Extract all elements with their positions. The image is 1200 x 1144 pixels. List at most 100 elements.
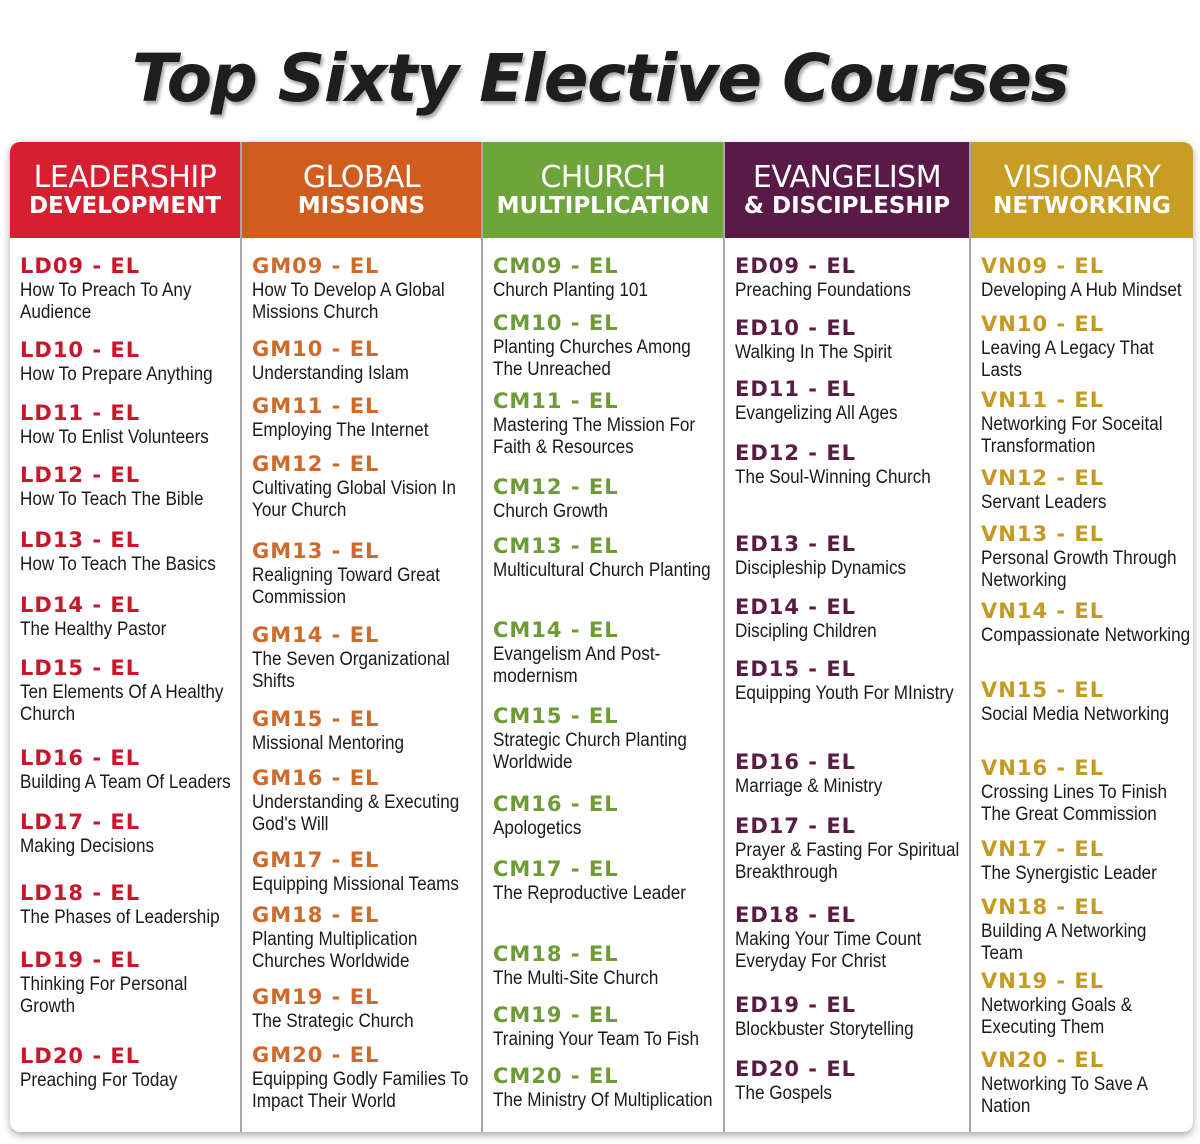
course-code: ED14 - EL	[735, 595, 857, 619]
course-code: GM15 - EL	[252, 707, 380, 731]
course-code: ED19 - EL	[735, 993, 857, 1017]
course-name: Walking In The Spirit	[735, 342, 892, 363]
course-name: Church Planting 101	[493, 280, 648, 301]
course-item: LD15 - EL Ten Elements Of A Healthy Churc…	[10, 656, 240, 726]
course-item: GM20 - EL Equipping Godly Families To Imp…	[242, 1043, 481, 1113]
course-code: GM13 - EL	[252, 539, 380, 563]
course-name: Realigning Toward Great Commission	[252, 565, 440, 608]
course-name: The Gospels	[735, 1083, 832, 1104]
course-code: ED10 - EL	[735, 316, 857, 340]
course-item: GM16 - EL Understanding & Executing God's…	[242, 766, 481, 836]
course-item: ED18 - EL Making Your Time Count Everyday…	[725, 903, 969, 973]
course-item: VN10 - EL Leaving A Legacy That Lasts	[971, 312, 1193, 382]
course-item: LD20 - EL Preaching For Today	[10, 1044, 240, 1092]
course-code: ED20 - EL	[735, 1057, 857, 1081]
course-code: CM15 - EL	[493, 704, 619, 728]
course-item: LD11 - EL How To Enlist Volunteers	[10, 401, 240, 449]
course-item: VN14 - EL Compassionate Networking	[971, 599, 1193, 647]
column-header-line1: CHURCH	[540, 159, 666, 195]
course-item: VN15 - EL Social Media Networking	[971, 678, 1193, 726]
course-name: Building A Networking Team	[981, 921, 1147, 964]
course-item: GM10 - EL Understanding Islam	[242, 337, 481, 385]
course-name: Social Media Networking	[981, 704, 1170, 725]
course-name: Employing The Internet	[252, 420, 429, 441]
column-leadership-development: LEADERSHIP DEVELOPMENT LD09 - EL How To P…	[10, 142, 240, 1132]
course-code: CM16 - EL	[493, 792, 619, 816]
course-name: Blockbuster Storytelling	[735, 1019, 914, 1040]
course-code: VN17 - EL	[981, 837, 1105, 861]
course-name: Evangelism And Post-modernism	[493, 644, 661, 687]
course-item: GM11 - EL Employing The Internet	[242, 394, 481, 442]
column-header-church-multiplication: CHURCH MULTIPLICATION	[483, 142, 723, 238]
page-title: Top Sixty Elective Courses	[131, 40, 1070, 117]
course-item: LD13 - EL How To Teach The Basics	[10, 528, 240, 576]
course-code: LD17 - EL	[20, 810, 141, 834]
column-visionary-networking: VISIONARY NETWORKING VN09 - EL Developing…	[969, 142, 1193, 1132]
course-name: Planting Churches Among The Unreached	[493, 337, 691, 380]
course-code: VN11 - EL	[981, 388, 1105, 412]
course-name: Missional Mentoring	[252, 733, 405, 754]
course-item: ED16 - EL Marriage & Ministry	[725, 750, 969, 798]
course-item: ED12 - EL The Soul-Winning Church	[725, 441, 969, 489]
course-code: ED18 - EL	[735, 903, 857, 927]
course-item: CM11 - EL Mastering The Mission For Faith…	[483, 389, 723, 459]
course-item: LD18 - EL The Phases of Leadership	[10, 881, 240, 929]
course-item: ED13 - EL Discipleship Dynamics	[725, 532, 969, 580]
course-code: LD20 - EL	[20, 1044, 141, 1068]
course-item: VN20 - EL Networking To Save A Nation	[971, 1048, 1193, 1118]
course-columns: LEADERSHIP DEVELOPMENT LD09 - EL How To P…	[10, 142, 1193, 1132]
column-church-multiplication: CHURCH MULTIPLICATION CM09 - EL Church Pl…	[481, 142, 723, 1132]
course-name: The Ministry Of Multiplication	[493, 1090, 713, 1111]
course-code: VN10 - EL	[981, 312, 1105, 336]
course-item: VN18 - EL Building A Networking Team	[971, 895, 1193, 965]
course-item: ED17 - EL Prayer & Fasting For Spiritual …	[725, 814, 969, 884]
course-code: VN20 - EL	[981, 1048, 1105, 1072]
course-item: CM12 - EL Church Growth	[483, 475, 723, 523]
column-header-global-missions: GLOBAL MISSIONS	[242, 142, 481, 238]
course-name: The Seven Organizational Shifts	[252, 649, 450, 692]
course-item: VN17 - EL The Synergistic Leader	[971, 837, 1193, 885]
course-code: GM17 - EL	[252, 848, 380, 872]
course-name: The Reproductive Leader	[493, 883, 686, 904]
course-name: Networking For Soceital Transformation	[981, 414, 1163, 457]
course-name: Mastering The Mission For Faith & Resour…	[493, 415, 696, 458]
course-code: CM09 - EL	[493, 254, 619, 278]
course-code: VN09 - EL	[981, 254, 1105, 278]
column-evangelism-discipleship: EVANGELISM & DISCIPLESHIP ED09 - EL Preac…	[723, 142, 969, 1132]
course-item: LD17 - EL Making Decisions	[10, 810, 240, 858]
course-name: Equipping Missional Teams	[252, 874, 459, 895]
course-name: Understanding Islam	[252, 363, 409, 384]
course-item: LD19 - EL Thinking For Personal Growth	[10, 948, 240, 1018]
course-name: Networking To Save A Nation	[981, 1074, 1148, 1117]
course-item: GM18 - EL Planting Multiplication Churche…	[242, 903, 481, 973]
course-name: How To Enlist Volunteers	[20, 427, 209, 448]
course-code: CM10 - EL	[493, 311, 619, 335]
course-item: CM14 - EL Evangelism And Post-modernism	[483, 618, 723, 688]
course-name: Thinking For Personal Growth	[20, 974, 188, 1017]
course-code: LD13 - EL	[20, 528, 141, 552]
course-code: GM18 - EL	[252, 903, 380, 927]
course-item: LD12 - EL How To Teach The Bible	[10, 463, 240, 511]
course-code: LD18 - EL	[20, 881, 141, 905]
course-code: ED16 - EL	[735, 750, 857, 774]
course-code: LD19 - EL	[20, 948, 141, 972]
course-code: ED09 - EL	[735, 254, 857, 278]
course-name: The Multi-Site Church	[493, 968, 659, 989]
course-item: GM14 - EL The Seven Organizational Shifts	[242, 623, 481, 693]
course-item: ED19 - EL Blockbuster Storytelling	[725, 993, 969, 1041]
course-code: LD10 - EL	[20, 338, 141, 362]
course-name: Compassionate Networking	[981, 625, 1191, 646]
course-name: The Healthy Pastor	[20, 619, 167, 640]
course-item: GM13 - EL Realigning Toward Great Commiss…	[242, 539, 481, 609]
course-code: CM18 - EL	[493, 942, 619, 966]
course-code: GM11 - EL	[252, 394, 380, 418]
course-code: GM09 - EL	[252, 254, 380, 278]
course-name: Strategic Church Planting Worldwide	[493, 730, 687, 773]
course-code: LD16 - EL	[20, 746, 141, 770]
course-name: Discipleship Dynamics	[735, 558, 907, 579]
course-item: GM17 - EL Equipping Missional Teams	[242, 848, 481, 896]
course-name: Making Your Time Count Everyday For Chri…	[735, 929, 922, 972]
course-item: ED15 - EL Equipping Youth For MInistry	[725, 657, 969, 705]
course-item: ED11 - EL Evangelizing All Ages	[725, 377, 969, 425]
course-item: GM15 - EL Missional Mentoring	[242, 707, 481, 755]
